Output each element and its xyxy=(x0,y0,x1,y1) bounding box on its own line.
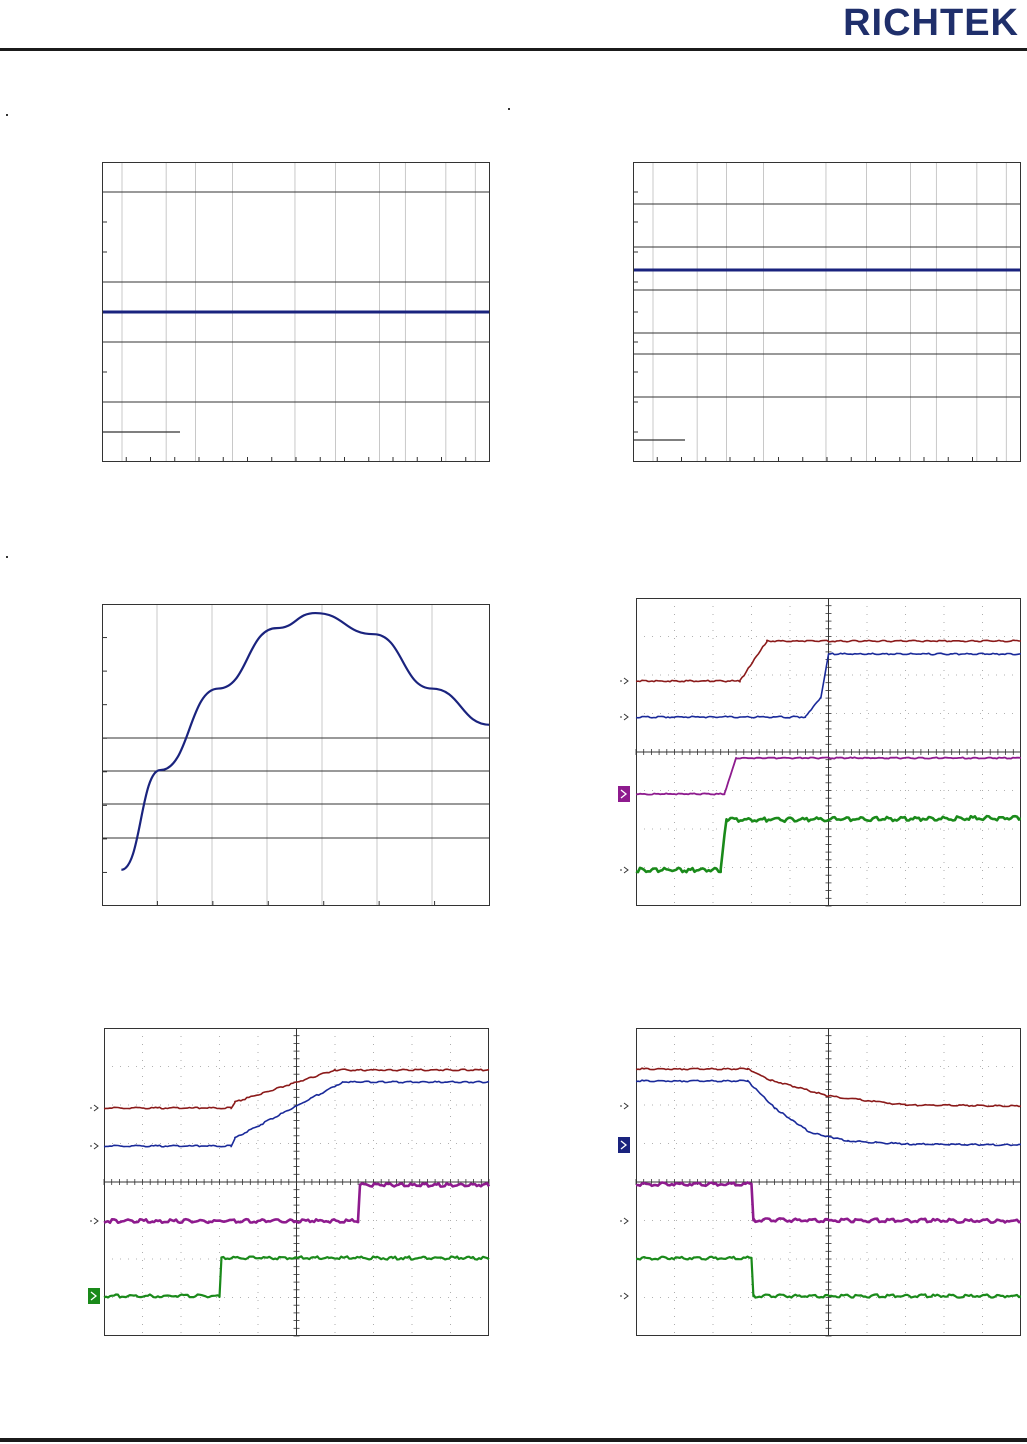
channel-marker-arrow xyxy=(620,789,628,799)
scope-capture-3-svg xyxy=(618,1028,1021,1337)
scope-trace xyxy=(635,1181,1021,1224)
channel-marker-arrow xyxy=(620,866,629,874)
scope-capture-1 xyxy=(618,598,1021,910)
stray-mark xyxy=(6,114,8,116)
plot-frame xyxy=(102,604,490,906)
header-rule xyxy=(0,48,1027,51)
channel-marker-arrow xyxy=(90,1217,99,1225)
chart-flat-line-1 xyxy=(102,162,490,462)
scope-trace xyxy=(635,639,1021,683)
plot-frame xyxy=(102,162,490,462)
scope-frame xyxy=(636,598,1021,906)
scope-capture-2 xyxy=(88,1028,491,1340)
series-curve xyxy=(121,611,490,871)
scope-trace xyxy=(635,1255,1021,1299)
channel-marker-arrow xyxy=(620,1102,629,1110)
channel-marker-arrow xyxy=(620,1140,628,1150)
scope-trace xyxy=(103,1255,490,1299)
channel-marker-box xyxy=(88,1288,100,1304)
scope-capture-3 xyxy=(618,1028,1021,1340)
channel-marker-arrow xyxy=(620,713,629,721)
channel-marker-arrow xyxy=(90,1104,99,1112)
footer-rule xyxy=(0,1438,1027,1442)
scope-trace xyxy=(635,756,1021,796)
scope-capture-1-svg xyxy=(618,598,1021,907)
richtek-logo: RICHTEK xyxy=(843,2,1019,44)
stray-mark xyxy=(508,108,510,110)
channel-marker-arrow xyxy=(620,677,629,685)
scope-capture-2-svg xyxy=(88,1028,491,1337)
scope-trace xyxy=(635,1067,1021,1108)
scope-trace xyxy=(103,1068,490,1110)
chart-flat-line-2 xyxy=(633,162,1021,462)
scope-frame xyxy=(104,1028,489,1336)
channel-marker-arrow xyxy=(90,1142,99,1150)
plot-frame xyxy=(633,162,1021,462)
channel-marker-box xyxy=(618,1137,630,1153)
chart-flat-line-2-svg xyxy=(633,162,1021,462)
channel-marker-arrow xyxy=(620,1292,629,1300)
scope-trace xyxy=(635,1079,1021,1147)
chart-curve xyxy=(102,604,490,906)
scope-trace xyxy=(635,652,1021,719)
channel-marker-box xyxy=(618,786,630,802)
scope-trace xyxy=(635,814,1021,874)
scope-frame xyxy=(636,1028,1021,1336)
stray-mark xyxy=(6,556,8,558)
channel-marker-arrow xyxy=(620,1217,629,1225)
scope-trace xyxy=(103,1181,491,1225)
channel-marker-arrow xyxy=(90,1291,98,1301)
chart-flat-line-1-svg xyxy=(102,162,490,462)
chart-curve-svg xyxy=(102,604,490,906)
scope-trace xyxy=(103,1080,490,1148)
